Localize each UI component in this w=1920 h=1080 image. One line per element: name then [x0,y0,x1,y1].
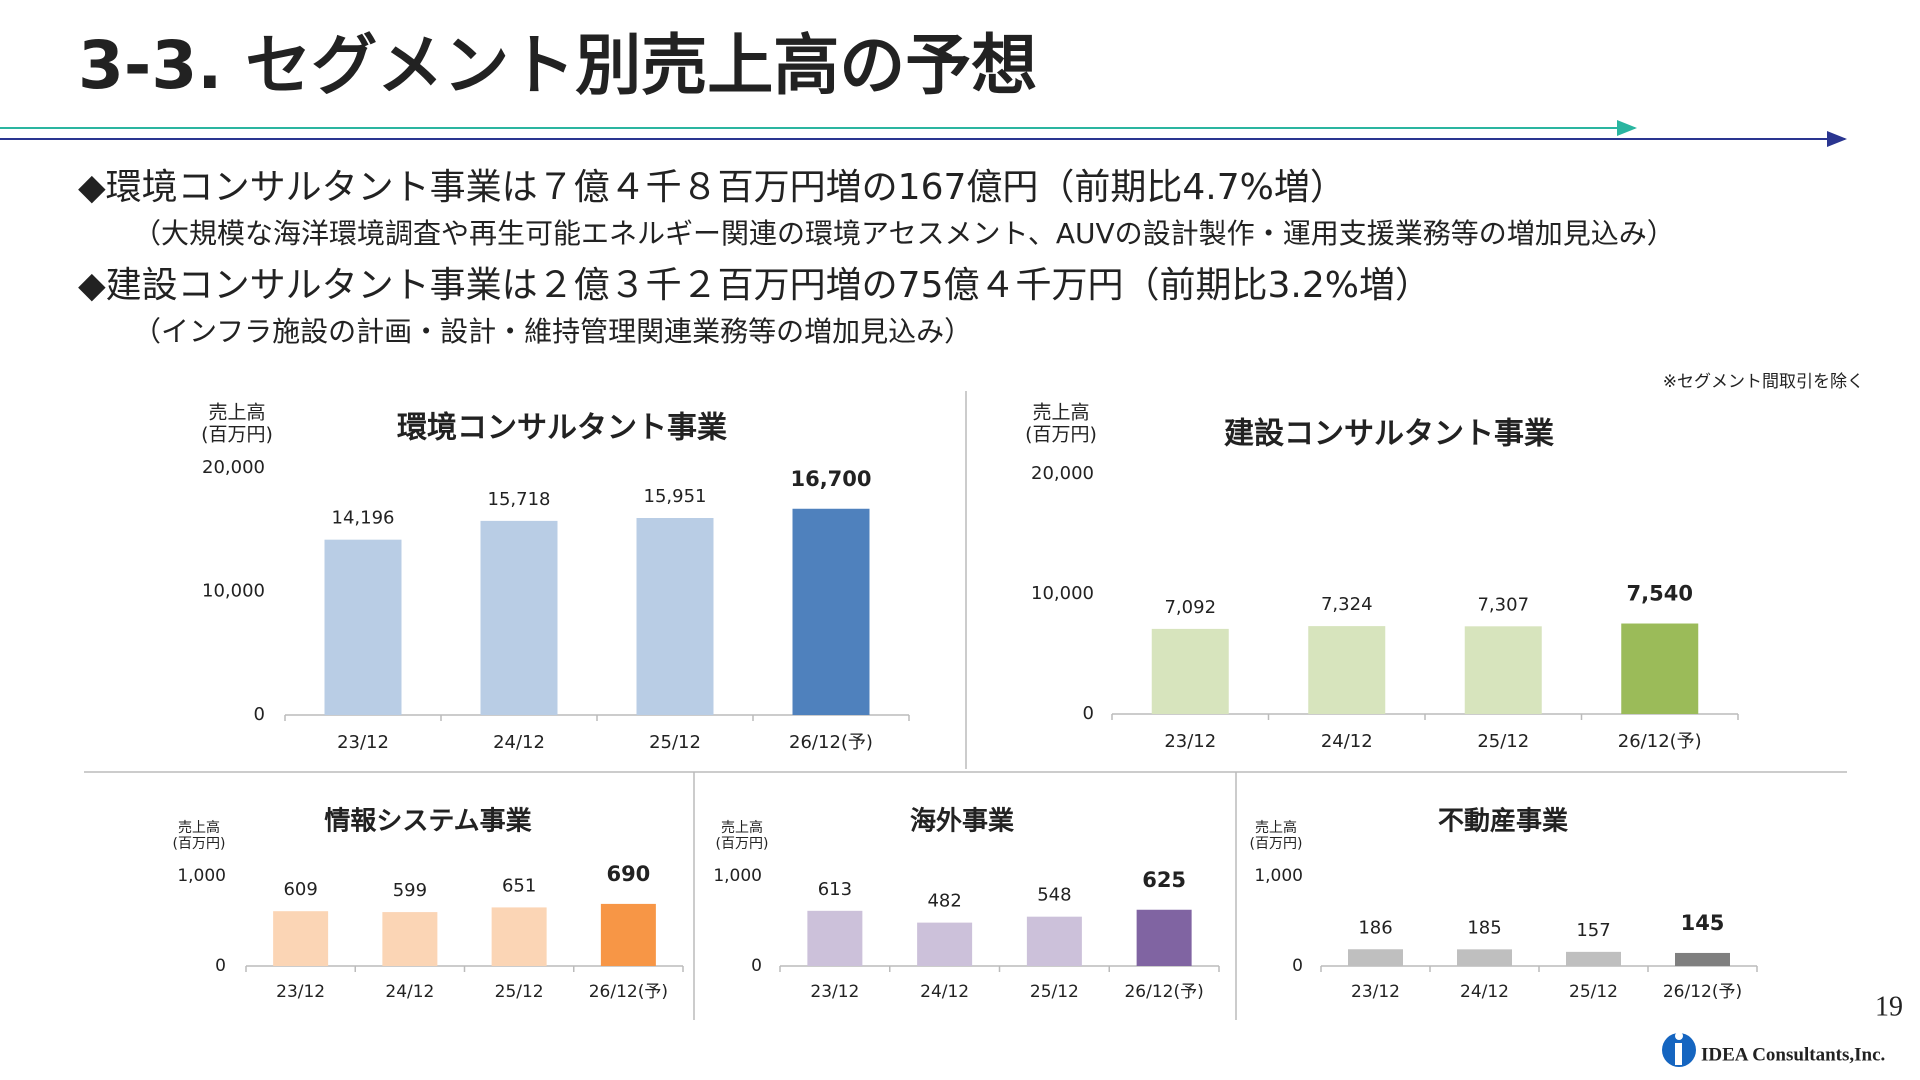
bullet-detail: （インフラ施設の計画・設計・維持管理関連業務等の増加見込み） [133,315,972,348]
y-axis-label: 売上高 [1032,402,1089,424]
bar [1026,916,1082,966]
value-label: 16,700 [790,467,871,491]
value-label: 186 [1358,917,1392,938]
y-axis-label: 売上高 [178,819,220,836]
y-axis-label: (百万円) [716,836,769,852]
bar [1621,623,1699,714]
y-axis-label: (百万円) [1250,836,1303,852]
bar [917,922,973,966]
x-tick-label: 23/12 [337,732,389,753]
y-axis-label: (百万円) [1025,424,1097,446]
y-tick-label: 20,000 [1031,463,1094,484]
y-tick-label: 20,000 [202,457,265,478]
value-label: 613 [818,879,852,900]
y-axis-label: (百万円) [201,424,273,446]
bar [600,903,656,966]
value-label: 15,951 [644,486,707,507]
x-tick-label: 25/12 [495,982,544,1002]
x-tick-label: 25/12 [649,732,701,753]
x-tick-label: 26/12(予) [789,732,873,753]
x-tick-label: 23/12 [1351,982,1400,1002]
chart-title: 情報システム事業 [324,807,531,837]
value-label: 145 [1681,911,1725,935]
value-label: 185 [1467,917,1501,938]
y-axis-label: 売上高 [208,402,265,424]
y-tick-label: 0 [1292,956,1303,976]
chart-title: 海外事業 [910,807,1014,837]
value-label: 15,718 [488,489,551,510]
y-axis-label: 売上高 [721,819,763,836]
chart-title: 不動産事業 [1438,806,1568,837]
value-label: 651 [502,875,536,896]
bar [1464,626,1542,714]
value-label: 548 [1037,885,1071,906]
logo-text: IDEA Consultants,Inc. [1701,1044,1885,1065]
bar [382,912,438,966]
x-tick-label: 26/12(予) [1124,982,1203,1002]
y-tick-label: 0 [751,956,762,976]
bullet-detail: （大規模な海洋環境調査や再生可能エネルギー関連の環境アセスメント、AUVの設計製… [133,217,1675,250]
slide-title: 3-3. セグメント別売上高の予想 [78,27,1037,104]
y-tick-label: 1,000 [1254,866,1303,886]
bullet: ◆環境コンサルタント事業は７億４千８百万円増の167億円（前期比4.7%増） [78,167,1346,208]
x-tick-label: 24/12 [1321,731,1373,752]
value-label: 599 [393,880,427,901]
bar [792,508,870,715]
bar [273,911,329,966]
y-tick-label: 0 [1083,703,1094,724]
bar [491,907,547,966]
bar [1675,952,1730,966]
value-label: 7,307 [1477,594,1529,615]
y-tick-label: 0 [215,956,226,976]
bullet: ◆建設コンサルタント事業は２億３千２百万円増の75億４千万円（前期比3.2%増） [78,265,1431,306]
x-tick-label: 26/12(予) [1618,731,1702,752]
bar [1348,949,1403,966]
x-tick-label: 24/12 [385,982,434,1002]
x-tick-label: 24/12 [493,732,545,753]
x-tick-label: 25/12 [1477,731,1529,752]
chart-title: 建設コンサルタント事業 [1224,417,1554,452]
bar [1308,626,1386,714]
page-number: 19 [1875,991,1903,1022]
x-tick-label: 24/12 [1460,982,1509,1002]
chart-title: 環境コンサルタント事業 [397,411,727,446]
y-tick-label: 0 [254,704,265,725]
y-axis-label: (百万円) [173,836,226,852]
y-axis-label: 売上高 [1255,819,1297,836]
x-tick-label: 23/12 [1164,731,1216,752]
bar [1151,628,1229,714]
value-label: 7,324 [1321,594,1373,615]
value-label: 625 [1142,868,1186,892]
bar [1136,909,1192,966]
x-tick-label: 23/12 [276,982,325,1002]
x-tick-label: 25/12 [1030,982,1079,1002]
bar [636,518,714,715]
value-label: 609 [283,879,317,900]
value-label: 7,540 [1627,582,1693,606]
bar [324,539,402,715]
y-tick-label: 1,000 [177,866,226,886]
logo-icon [1675,1032,1683,1040]
value-label: 7,092 [1164,597,1216,618]
value-label: 157 [1576,920,1610,941]
value-label: 690 [606,862,650,886]
y-tick-label: 1,000 [713,866,762,886]
bar [480,520,558,715]
x-tick-label: 26/12(予) [1663,982,1742,1002]
logo-icon [1675,1043,1682,1065]
note: ※セグメント間取引を除く [1663,372,1864,392]
bar [1566,951,1621,966]
y-tick-label: 10,000 [202,581,265,602]
value-label: 14,196 [332,508,395,529]
value-label: 482 [927,891,961,912]
bar [1457,949,1512,966]
x-tick-label: 23/12 [810,982,859,1002]
x-tick-label: 26/12(予) [589,982,668,1002]
bar [807,910,863,966]
y-tick-label: 10,000 [1031,583,1094,604]
x-tick-label: 25/12 [1569,982,1618,1002]
x-tick-label: 24/12 [920,982,969,1002]
